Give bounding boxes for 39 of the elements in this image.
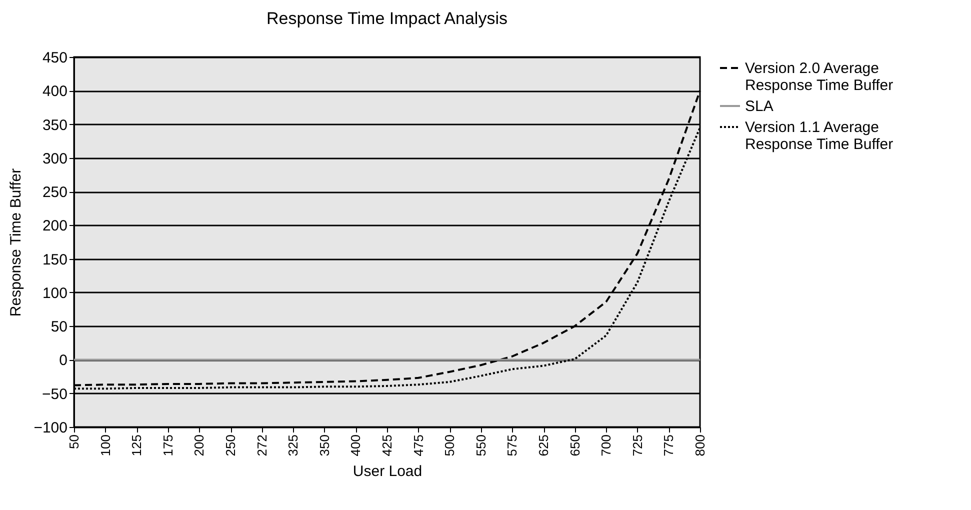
y-tick-label: 50 bbox=[50, 318, 68, 336]
y-axis-title: Response Time Buffer bbox=[8, 168, 25, 317]
x-tick-label: 700 bbox=[598, 434, 614, 456]
y-tick-label: 450 bbox=[42, 50, 68, 66]
y-tick-label: 300 bbox=[42, 150, 68, 168]
x-tick-label: 475 bbox=[410, 434, 426, 456]
x-tick-label: 175 bbox=[160, 434, 176, 456]
x-tick-label: 800 bbox=[692, 434, 708, 456]
x-tick-label: 272 bbox=[254, 434, 270, 456]
x-tick-label: 500 bbox=[442, 434, 458, 456]
x-tick-label: 775 bbox=[661, 434, 676, 456]
x-tick-label: 125 bbox=[129, 434, 144, 456]
y-tick-label: −50 bbox=[42, 386, 68, 403]
y-tick-label: 100 bbox=[42, 284, 68, 302]
x-tick-label: 325 bbox=[286, 434, 301, 456]
x-tick-label: 50 bbox=[66, 434, 82, 449]
y-tick-label: −100 bbox=[34, 420, 68, 436]
x-tick-label: 400 bbox=[348, 434, 364, 456]
x-axis-title: User Load bbox=[352, 463, 422, 480]
legend-label: Version 1.1 Average Response Time Buffer bbox=[745, 119, 894, 153]
x-tick-label: 550 bbox=[473, 434, 488, 456]
y-tick-label: 150 bbox=[42, 251, 68, 268]
y-tick-label: 400 bbox=[42, 83, 68, 100]
x-tick-label: 100 bbox=[98, 434, 113, 456]
chart-title: Response Time Impact Analysis bbox=[266, 9, 508, 28]
legend-label: Version 2.0 Average Response Time Buffer bbox=[745, 60, 894, 94]
x-tick-label: 350 bbox=[316, 434, 332, 456]
x-tick-label: 250 bbox=[223, 434, 238, 456]
x-tick-label: 575 bbox=[504, 434, 520, 456]
y-tick-label: 0 bbox=[59, 352, 68, 370]
x-tick-label: 650 bbox=[567, 434, 582, 456]
x-tick-label: 200 bbox=[192, 434, 207, 456]
y-tick-label: 250 bbox=[42, 184, 68, 202]
legend-label: SLA bbox=[745, 98, 774, 115]
y-tick-label: 200 bbox=[42, 218, 68, 235]
y-tick-label: 350 bbox=[42, 116, 68, 134]
x-tick-label: 425 bbox=[380, 434, 394, 456]
x-tick-label: 625 bbox=[536, 434, 551, 456]
x-tick-label: 725 bbox=[630, 434, 645, 456]
